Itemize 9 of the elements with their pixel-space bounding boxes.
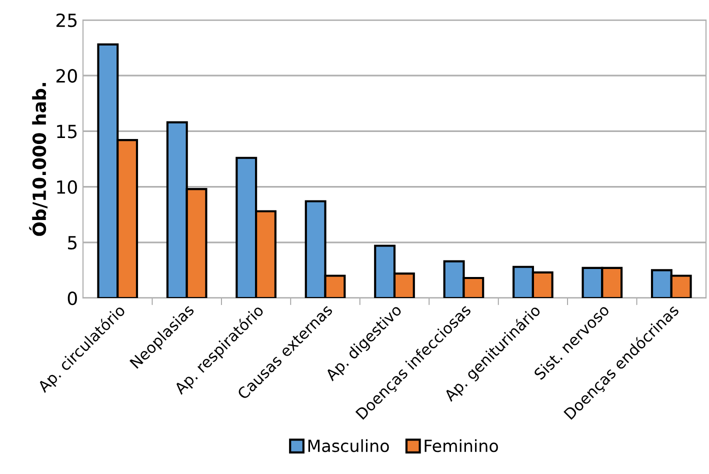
legend-label: Masculino <box>308 439 389 452</box>
y-axis-title: Ób/10.000 hab. <box>29 83 48 236</box>
y-tick-label: 20 <box>56 69 77 83</box>
y-tick-label: 0 <box>68 291 77 306</box>
y-tick-label: 25 <box>56 13 77 28</box>
legend-label: Feminino <box>424 439 498 452</box>
y-tick-label: 5 <box>68 236 77 250</box>
y-tick-label: 10 <box>57 180 77 194</box>
y-tick-label: 15 <box>57 124 77 138</box>
